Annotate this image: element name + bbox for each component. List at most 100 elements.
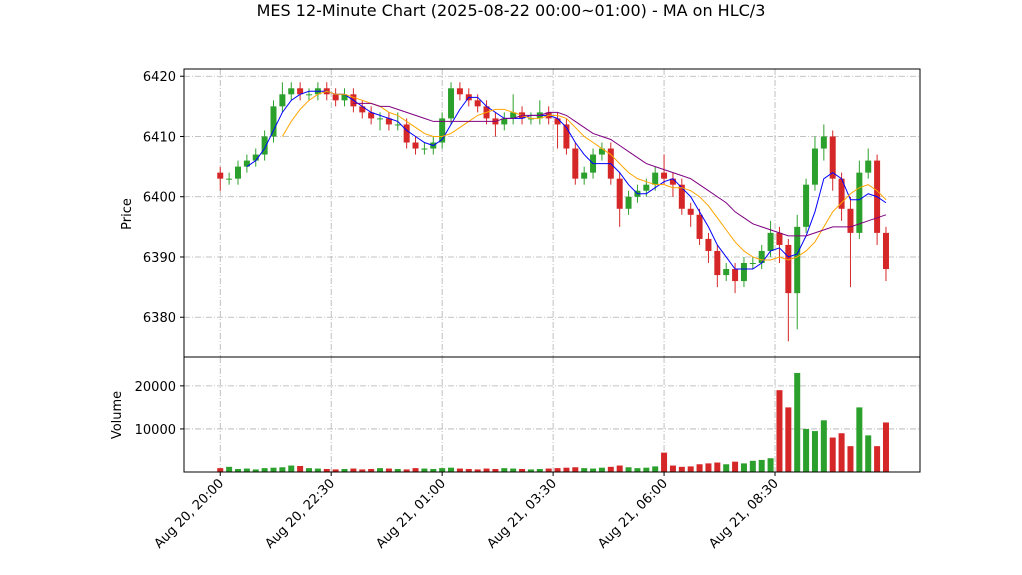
volume-bar <box>527 469 534 472</box>
volume-bar <box>607 466 614 472</box>
volume-bar <box>270 467 277 472</box>
y-tick-label: 6390 <box>143 251 176 266</box>
candle-body <box>359 106 366 113</box>
volume-bar <box>510 468 517 472</box>
candle-body <box>421 148 428 150</box>
candle-body <box>882 232 889 270</box>
candle-body <box>279 94 286 107</box>
candle-body <box>714 250 721 276</box>
candle-body <box>554 118 561 125</box>
moving-average-line <box>281 90 887 261</box>
candle-body <box>572 148 579 179</box>
volume-bar <box>856 407 863 472</box>
y-tick-label: 6380 <box>143 311 176 326</box>
x-tick-label: Aug 20, 22:30 <box>263 476 339 552</box>
volume-bar <box>385 468 392 472</box>
candle-body <box>847 208 854 233</box>
volume-bar <box>501 468 508 472</box>
moving-average-line <box>246 90 887 270</box>
candle-body <box>705 238 712 251</box>
candle-body <box>865 160 872 173</box>
candle-body <box>217 172 224 179</box>
volume-bar <box>794 372 801 472</box>
volume-bar <box>572 467 579 472</box>
volume-axis-label: Volume <box>110 391 125 439</box>
volume-bar <box>252 469 259 472</box>
candle-body <box>439 118 446 143</box>
candle-body <box>811 148 818 185</box>
candle-body <box>678 184 685 209</box>
volume-bar <box>261 468 268 472</box>
volume-bar <box>581 468 588 472</box>
y-tick-label: 20000 <box>135 380 176 395</box>
volume-bar <box>377 468 384 472</box>
volume-bar <box>616 465 623 472</box>
volume-bar <box>669 465 676 472</box>
y-tick-label: 10000 <box>135 423 176 438</box>
volume-bar <box>678 466 685 472</box>
candle-body <box>581 172 588 179</box>
candle-body <box>758 250 765 264</box>
y-tick-label: 6420 <box>143 70 176 85</box>
volume-bar <box>723 464 730 472</box>
volume-bar <box>323 468 330 472</box>
candle-body <box>412 142 419 149</box>
volume-bar <box>448 467 455 472</box>
volume-bar <box>439 468 446 472</box>
candle-body <box>306 94 313 96</box>
volume-bar <box>403 469 410 472</box>
volume-bar <box>643 467 650 472</box>
candle-body <box>598 148 605 155</box>
candle-body <box>794 226 801 294</box>
chart-title: MES 12-Minute Chart (2025-08-22 00:00~01… <box>257 1 766 20</box>
candle-body <box>456 88 463 95</box>
volume-bar <box>279 467 286 472</box>
x-tick-label: Aug 20, 20:00 <box>152 476 228 552</box>
volume-bar <box>306 468 313 472</box>
candle-body <box>252 154 259 161</box>
volume-bar <box>590 468 597 472</box>
volume-bar <box>661 452 668 472</box>
candle-body <box>820 136 827 149</box>
candle-body <box>776 232 783 245</box>
volume-bar <box>234 468 241 472</box>
candle-body <box>243 160 250 167</box>
volume-bar <box>394 468 401 472</box>
candle-body <box>448 88 455 119</box>
candle-body <box>749 263 756 265</box>
y-axis-label: Price <box>120 198 135 230</box>
volume-bar <box>696 464 703 472</box>
candle-body <box>288 88 295 95</box>
candle-body <box>226 178 233 180</box>
candle-body <box>394 124 401 126</box>
candle-body <box>669 178 676 185</box>
candle-body <box>723 269 730 276</box>
candle-body <box>661 172 668 179</box>
volume-bar <box>785 407 792 472</box>
x-tick-label: Aug 21, 01:00 <box>373 476 449 552</box>
volume-bar <box>368 468 375 472</box>
candle-body <box>687 208 694 215</box>
volume-bar <box>811 431 818 472</box>
candle-body <box>767 232 774 251</box>
volume-bar <box>767 458 774 472</box>
candle-body <box>368 112 375 119</box>
volume-bar <box>492 468 499 472</box>
volume-bar <box>243 468 250 472</box>
x-tick-label: Aug 21, 03:30 <box>484 476 560 552</box>
volume-bar <box>652 466 659 472</box>
volume-bar <box>874 446 881 472</box>
volume-bar <box>341 468 348 472</box>
volume-bar <box>350 468 357 472</box>
volume-bar <box>359 469 366 472</box>
y-tick-label: 6400 <box>143 191 176 206</box>
candle-body <box>234 166 241 179</box>
volume-panel-frame <box>183 356 921 473</box>
volume-bar <box>430 468 437 472</box>
x-tick-label: Aug 21, 08:30 <box>706 476 782 552</box>
volume-bar <box>714 462 721 472</box>
candle-body <box>625 196 632 209</box>
volume-bar <box>297 465 304 472</box>
volume-bar <box>687 466 694 472</box>
volume-bar <box>776 390 783 472</box>
